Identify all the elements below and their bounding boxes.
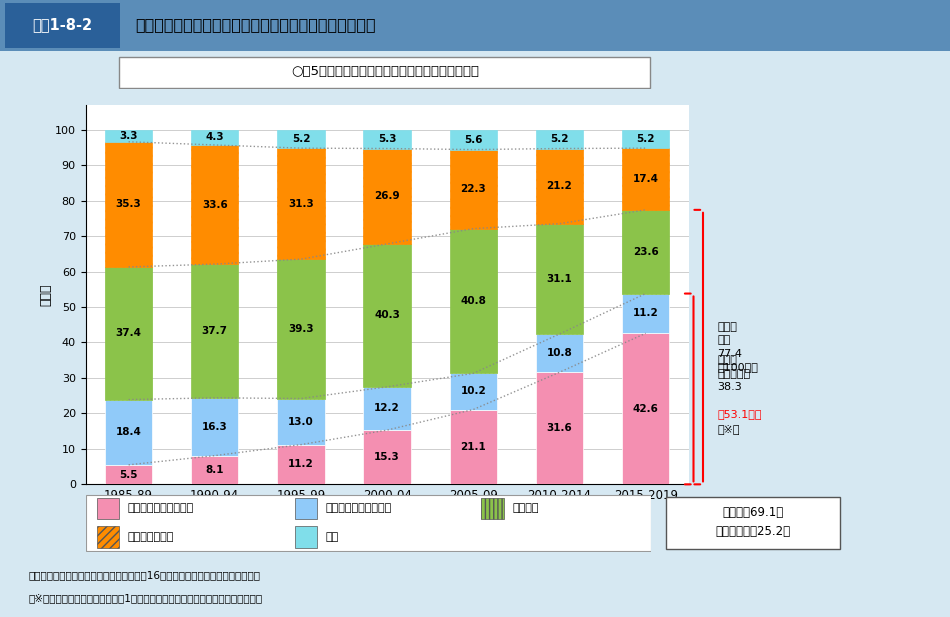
Text: 35.3: 35.3	[116, 199, 142, 209]
Text: 33.6: 33.6	[202, 199, 228, 210]
Bar	[449, 410, 497, 484]
Text: 16.3: 16.3	[202, 421, 228, 432]
Text: 不詳: 不詳	[326, 532, 339, 542]
Text: 5.2: 5.2	[636, 134, 655, 144]
Text: 資料：国立社会保障・人口問題研究所「第16回出生動向基本調査（夫婦調査）」: 資料：国立社会保障・人口問題研究所「第16回出生動向基本調査（夫婦調査）」	[28, 570, 260, 580]
Text: 37.4: 37.4	[116, 328, 142, 338]
Bar	[449, 149, 497, 229]
Text: 40.3: 40.3	[374, 310, 400, 320]
Text: 10.8: 10.8	[546, 348, 572, 358]
Bar	[449, 373, 497, 410]
Text: 4.3: 4.3	[205, 132, 224, 143]
Bar	[104, 130, 152, 142]
Bar	[191, 398, 238, 455]
Bar	[191, 264, 238, 398]
Text: 13.0: 13.0	[288, 416, 314, 426]
Bar	[104, 465, 152, 484]
Bar	[622, 148, 670, 210]
Bar	[191, 130, 238, 145]
Text: 出産退職: 出産退職	[512, 503, 539, 513]
Text: 5.2: 5.2	[292, 134, 311, 144]
Text: 26.9: 26.9	[374, 191, 400, 201]
Text: 妊娠前から無職: 妊娠前から無職	[128, 532, 174, 542]
Bar	[277, 445, 325, 484]
Text: 40.8: 40.8	[461, 296, 486, 306]
Bar	[277, 148, 325, 259]
Text: 出産前
有職
77.4
（100）％: 出産前 有職 77.4 （100）％	[717, 322, 758, 372]
Bar	[536, 224, 583, 334]
FancyBboxPatch shape	[666, 497, 840, 549]
Text: 42.6: 42.6	[633, 404, 658, 414]
Bar	[536, 149, 583, 224]
Bar	[536, 130, 583, 149]
FancyBboxPatch shape	[481, 498, 504, 519]
Text: 23.6: 23.6	[633, 247, 658, 257]
Text: 18.4: 18.4	[116, 427, 142, 437]
Text: 10.2: 10.2	[461, 386, 486, 397]
Text: 39.3: 39.3	[288, 324, 314, 334]
FancyBboxPatch shape	[120, 57, 650, 88]
Bar	[364, 387, 410, 430]
Bar	[622, 130, 670, 148]
FancyBboxPatch shape	[294, 498, 317, 519]
X-axis label: 子どもの出生年: 子どもの出生年	[361, 509, 413, 522]
FancyBboxPatch shape	[86, 495, 651, 551]
Bar	[277, 130, 325, 148]
Text: 21.2: 21.2	[546, 181, 572, 191]
Text: 5.5: 5.5	[120, 470, 138, 479]
Text: 正規の聆69.1％
パート・派遳25.2％: 正規の聆69.1％ パート・派遳25.2％	[715, 506, 790, 538]
Bar	[536, 372, 583, 484]
Bar	[364, 244, 410, 387]
Text: 21.1: 21.1	[461, 442, 486, 452]
Bar	[536, 334, 583, 372]
Text: ○絈5割の女性が出産・育児により離職している。: ○絈5割の女性が出産・育児により離職している。	[291, 65, 479, 78]
Bar	[449, 130, 497, 149]
Bar	[622, 210, 670, 294]
Text: 5.2: 5.2	[550, 135, 569, 144]
Text: 出産後
継続就業率
38.3: 出産後 継続就業率 38.3	[717, 355, 750, 392]
Bar	[277, 399, 325, 445]
Text: 11.2: 11.2	[633, 308, 658, 318]
Bar	[191, 145, 238, 264]
Text: 31.1: 31.1	[546, 274, 572, 284]
Text: 図表1-8-2: 図表1-8-2	[32, 17, 92, 32]
Text: 8.1: 8.1	[205, 465, 224, 475]
Text: 就業継続（育休なし）: 就業継続（育休なし）	[326, 503, 392, 513]
FancyBboxPatch shape	[0, 0, 950, 51]
Text: 22.3: 22.3	[461, 184, 486, 194]
Bar	[364, 430, 410, 484]
Y-axis label: （％）: （％）	[39, 283, 52, 306]
Text: （53.1）％: （53.1）％	[717, 408, 762, 418]
Bar	[277, 259, 325, 399]
Text: （※）（　）内は出産前有職者を1００として、出産後の継続就業者の割合を算出: （※）（ ）内は出産前有職者を1００として、出産後の継続就業者の割合を算出	[28, 594, 262, 603]
Bar	[104, 142, 152, 267]
Text: 17.4: 17.4	[633, 174, 658, 184]
Text: 31.6: 31.6	[546, 423, 572, 433]
Bar	[449, 229, 497, 373]
Text: 就業継続（育休利用）: 就業継続（育休利用）	[128, 503, 194, 513]
Bar	[191, 455, 238, 484]
Text: 12.2: 12.2	[374, 404, 400, 413]
Text: 第１子出生年別にみた、第１子出産前後の妻の就業変化: 第１子出生年別にみた、第１子出産前後の妻の就業変化	[135, 17, 375, 32]
FancyBboxPatch shape	[5, 3, 120, 48]
Text: 5.6: 5.6	[464, 135, 483, 144]
Text: 3.3: 3.3	[120, 131, 138, 141]
Text: 11.2: 11.2	[288, 460, 314, 470]
Bar	[364, 149, 410, 244]
Text: 5.3: 5.3	[378, 134, 396, 144]
Text: 15.3: 15.3	[374, 452, 400, 462]
Bar	[364, 130, 410, 149]
Text: 31.3: 31.3	[288, 199, 314, 209]
Text: （※）: （※）	[717, 424, 740, 434]
Text: 37.7: 37.7	[201, 326, 228, 336]
FancyBboxPatch shape	[97, 498, 120, 519]
Bar	[104, 400, 152, 465]
FancyBboxPatch shape	[97, 526, 120, 547]
Bar	[104, 267, 152, 400]
Bar	[622, 333, 670, 484]
Bar	[622, 294, 670, 333]
FancyBboxPatch shape	[294, 526, 317, 547]
